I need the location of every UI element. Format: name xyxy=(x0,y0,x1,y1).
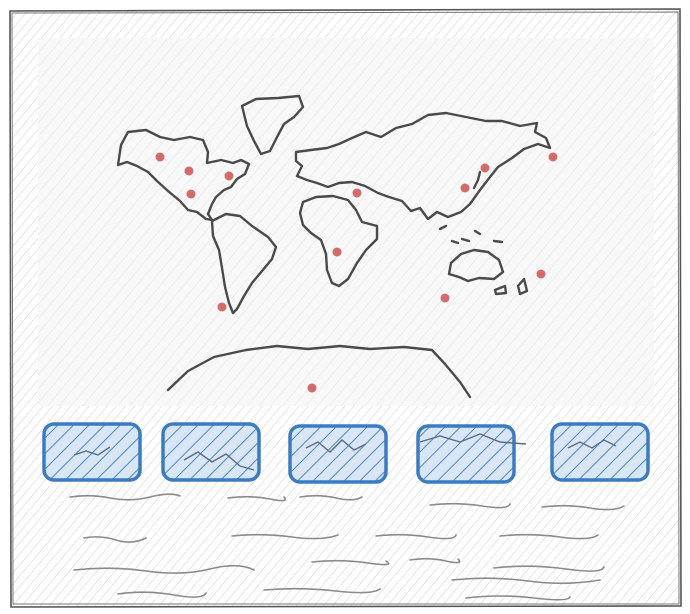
map-marker[interactable] xyxy=(217,302,227,312)
map-marker[interactable] xyxy=(186,189,196,199)
thumbnail-placeholder-icon xyxy=(183,451,255,471)
thumbnail-1[interactable] xyxy=(42,422,142,482)
continent-south-america xyxy=(210,212,278,315)
map-marker[interactable] xyxy=(480,163,490,173)
thumbnail-3[interactable] xyxy=(288,424,388,484)
island-japan xyxy=(472,170,482,190)
text-placeholder-row xyxy=(69,493,625,511)
text-placeholder-row xyxy=(83,533,599,543)
text-placeholder-row xyxy=(117,577,601,601)
map-marker[interactable] xyxy=(307,383,317,393)
map-marker[interactable] xyxy=(460,183,470,193)
continent-antarctica xyxy=(166,344,472,399)
continent-greenland xyxy=(240,94,305,156)
thumbnail-2[interactable] xyxy=(161,422,261,482)
continent-eurasia xyxy=(294,111,552,221)
continent-australia xyxy=(447,248,505,283)
world-map xyxy=(116,94,552,399)
map-marker[interactable] xyxy=(352,188,362,198)
text-placeholder-block xyxy=(69,493,625,601)
map-marker[interactable] xyxy=(440,293,450,303)
map-panel[interactable] xyxy=(38,38,654,406)
island-new-zealand xyxy=(493,284,508,296)
thumbnail-row xyxy=(42,422,650,484)
island-new-zealand-south xyxy=(516,277,529,296)
thumbnail-placeholder-icon xyxy=(567,439,617,449)
island-se-asia xyxy=(438,224,504,245)
map-marker[interactable] xyxy=(184,166,194,176)
map-markers xyxy=(155,152,558,393)
map-marker[interactable] xyxy=(155,152,165,162)
continent-africa xyxy=(298,194,379,288)
text-placeholder-row xyxy=(73,557,605,574)
thumbnail-placeholder-icon xyxy=(305,439,367,453)
thumbnail-4[interactable] xyxy=(416,424,527,484)
map-marker[interactable] xyxy=(332,247,342,257)
continent-north-america xyxy=(116,128,251,222)
thumbnail-placeholder-icon xyxy=(73,446,111,456)
map-marker[interactable] xyxy=(224,171,234,181)
map-marker[interactable] xyxy=(548,152,558,162)
map-marker[interactable] xyxy=(536,269,546,279)
thumbnail-5[interactable] xyxy=(550,422,650,482)
thumbnail-placeholder-icon xyxy=(419,433,527,445)
